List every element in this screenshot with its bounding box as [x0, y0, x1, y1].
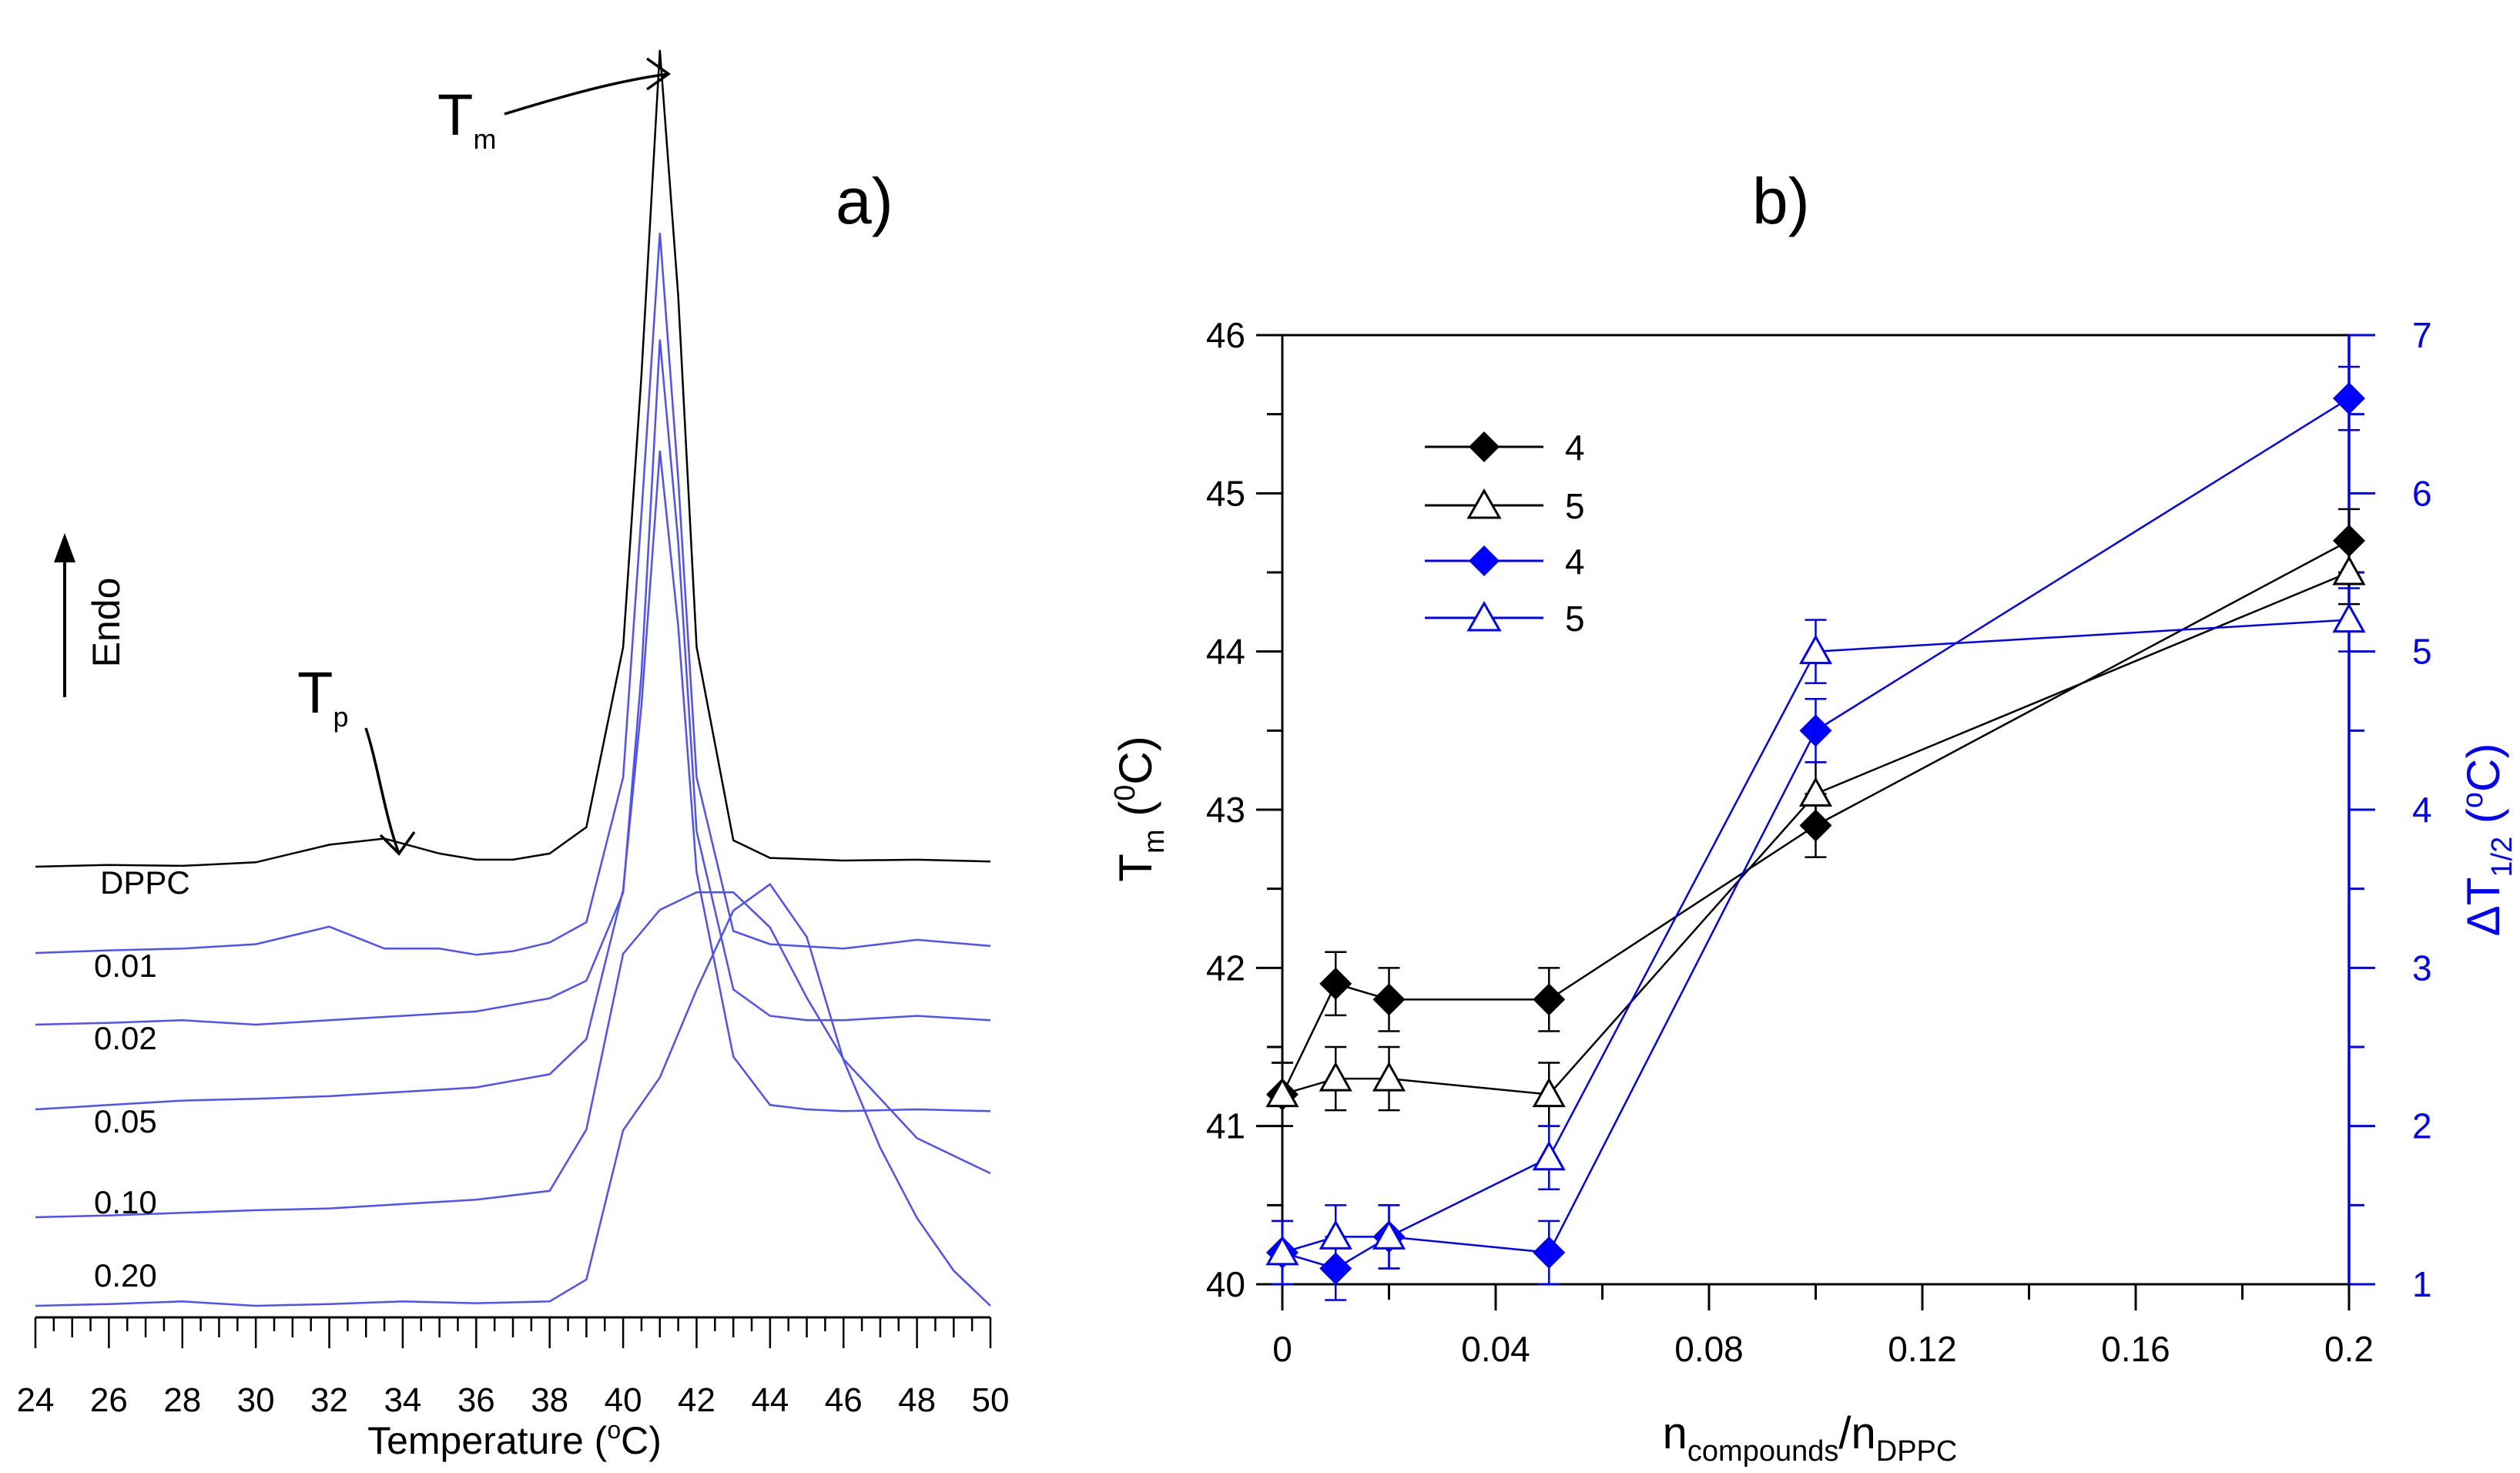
y-left-tick-label: 42 — [1206, 948, 1245, 988]
curve-label-dppc: DPPC — [100, 864, 190, 901]
y-right-tick-label: 1 — [2412, 1264, 2432, 1304]
curve-label-0-01: 0.01 — [94, 948, 157, 984]
x-tick-label: 0.08 — [1674, 1329, 1744, 1369]
panel-a-tick-label: 42 — [678, 1381, 715, 1419]
legend-entry-blue-diamond: 4 — [1425, 542, 1585, 582]
y-left-tick-label: 41 — [1206, 1106, 1245, 1146]
panel-a-tick-label: 50 — [972, 1381, 1010, 1419]
panel-a-tick-label: 48 — [898, 1381, 936, 1419]
y-left-tick-label: 40 — [1206, 1264, 1245, 1304]
thermogram-curve-dppc — [35, 49, 991, 868]
svg-text:5: 5 — [1565, 599, 1585, 639]
data-point-triangle — [1319, 1061, 1352, 1092]
panel-b-x-label: ncompounds/nDPPC — [1663, 1408, 1958, 1468]
panel-a-curves — [35, 49, 991, 1307]
y-right-tick-label: 5 — [2412, 632, 2432, 672]
panel-b-series — [1265, 365, 2366, 1301]
y-left-tick-label: 44 — [1206, 632, 1245, 672]
data-point-triangle — [1265, 1235, 1299, 1266]
panel-a-tick-label: 36 — [457, 1381, 495, 1419]
data-point-diamond — [1319, 967, 1352, 1000]
endo-arrow — [54, 533, 75, 697]
panel-a-tick-label: 28 — [163, 1381, 201, 1419]
panel-a-x-axis-label: Temperature (oC) — [367, 1416, 662, 1462]
panel-a-dsc-thermograms: DPPC 0.01 0.02 0.05 0.10 0.20 24 26 28 30 32 34 36 3… — [17, 49, 1010, 1462]
data-point-diamond — [2333, 382, 2365, 415]
x-tick-label: 0.12 — [1888, 1329, 1957, 1369]
data-point-triangle — [2332, 555, 2366, 586]
y-left-tick-label: 46 — [1206, 315, 1245, 355]
x-tick-label: 0 — [1272, 1329, 1292, 1369]
x-tick-label: 0.16 — [2101, 1329, 2170, 1369]
data-point-triangle — [1532, 1077, 1566, 1108]
tp-annotation: Tp — [297, 660, 348, 733]
panel-a-x-ticks — [34, 1317, 992, 1348]
data-point-diamond — [1372, 983, 1406, 1016]
x-tick-label: 0.2 — [2324, 1329, 2374, 1369]
y-right-tick-label: 4 — [2412, 790, 2432, 830]
thermogram-curve-0-10 — [35, 891, 991, 1219]
y-left-tick-label: 45 — [1206, 473, 1245, 513]
data-point-triangle — [1372, 1220, 1406, 1250]
tp-arrow-head — [379, 830, 416, 856]
series-line — [1281, 539, 2350, 1096]
tm-arrow — [504, 72, 669, 116]
panel-a-tick-label: 32 — [310, 1381, 348, 1419]
curve-label-0-02: 0.02 — [94, 1020, 157, 1056]
panel-a-tick-label: 40 — [605, 1381, 642, 1419]
panel-a-tick-label: 26 — [90, 1381, 128, 1419]
panel-a-x-tick-labels: 24 26 28 30 32 34 36 38 40 42 44 46 48 50 — [17, 1381, 1010, 1419]
data-point-diamond — [1799, 714, 1832, 747]
thermogram-curve-0-20 — [35, 883, 991, 1307]
curve-label-0-10: 0.10 — [94, 1184, 157, 1220]
y-left-tick-label: 43 — [1206, 790, 1245, 830]
curve-label-0-05: 0.05 — [94, 1103, 157, 1139]
panel-a-tick-label: 24 — [17, 1381, 55, 1419]
curve-label-0-20: 0.20 — [94, 1257, 157, 1293]
endo-label: Endo — [85, 578, 128, 668]
data-point-triangle — [1798, 634, 1833, 665]
panel-a-curve-labels: DPPC 0.01 0.02 0.05 0.10 0.20 — [94, 864, 190, 1293]
data-point-triangle — [2332, 602, 2366, 633]
y-right-tick-label: 7 — [2412, 315, 2432, 355]
legend-entry-blue-triangle: 5 — [1425, 599, 1585, 639]
thermogram-curve-0-01 — [35, 233, 991, 956]
series-1-open-triangle-black — [1265, 539, 2366, 1127]
panel-a-tick-label: 30 — [237, 1381, 275, 1419]
thermogram-curve-0-02 — [35, 339, 991, 1026]
data-point-diamond — [1533, 983, 1566, 1016]
thermogram-curve-0-05 — [35, 450, 991, 1112]
panel-a-label: a) — [836, 165, 893, 237]
svg-text:4: 4 — [1565, 542, 1585, 582]
tp-arrow — [364, 727, 400, 854]
tm-arrow-head — [645, 57, 672, 91]
y-right-tick-label: 6 — [2412, 473, 2432, 513]
svg-text:5: 5 — [1565, 486, 1585, 526]
y-right-tick-label: 2 — [2412, 1106, 2432, 1146]
panel-a-tick-label: 38 — [531, 1381, 568, 1419]
data-point-triangle — [1265, 1077, 1299, 1108]
data-point-triangle — [1532, 1140, 1566, 1171]
panel-b-y-right-label: ΔT1/2 (oC) — [2457, 743, 2518, 937]
panel-b-y-left-label: Tm (0C) — [1109, 736, 1171, 881]
legend-entry-black-triangle: 5 — [1425, 486, 1585, 526]
panel-b-label: b) — [1752, 165, 1810, 237]
data-point-triangle — [1319, 1220, 1352, 1250]
x-tick-label: 0.04 — [1461, 1329, 1530, 1369]
tm-annotation: Tm — [437, 82, 496, 155]
series-3-open-triangle-blue — [1265, 587, 2366, 1286]
panel-b-legend: 4 5 4 5 — [1425, 428, 1585, 639]
data-point-triangle — [1798, 777, 1833, 807]
y-right-tick-label: 3 — [2412, 948, 2432, 988]
panel-a-tick-label: 46 — [825, 1381, 863, 1419]
legend-entry-black-diamond: 4 — [1425, 428, 1585, 468]
svg-text:4: 4 — [1565, 428, 1585, 468]
data-point-triangle — [1372, 1061, 1406, 1092]
panel-a-tick-label: 44 — [751, 1381, 789, 1419]
data-point-diamond — [1533, 1236, 1566, 1269]
panel-a-tick-label: 34 — [384, 1381, 421, 1419]
